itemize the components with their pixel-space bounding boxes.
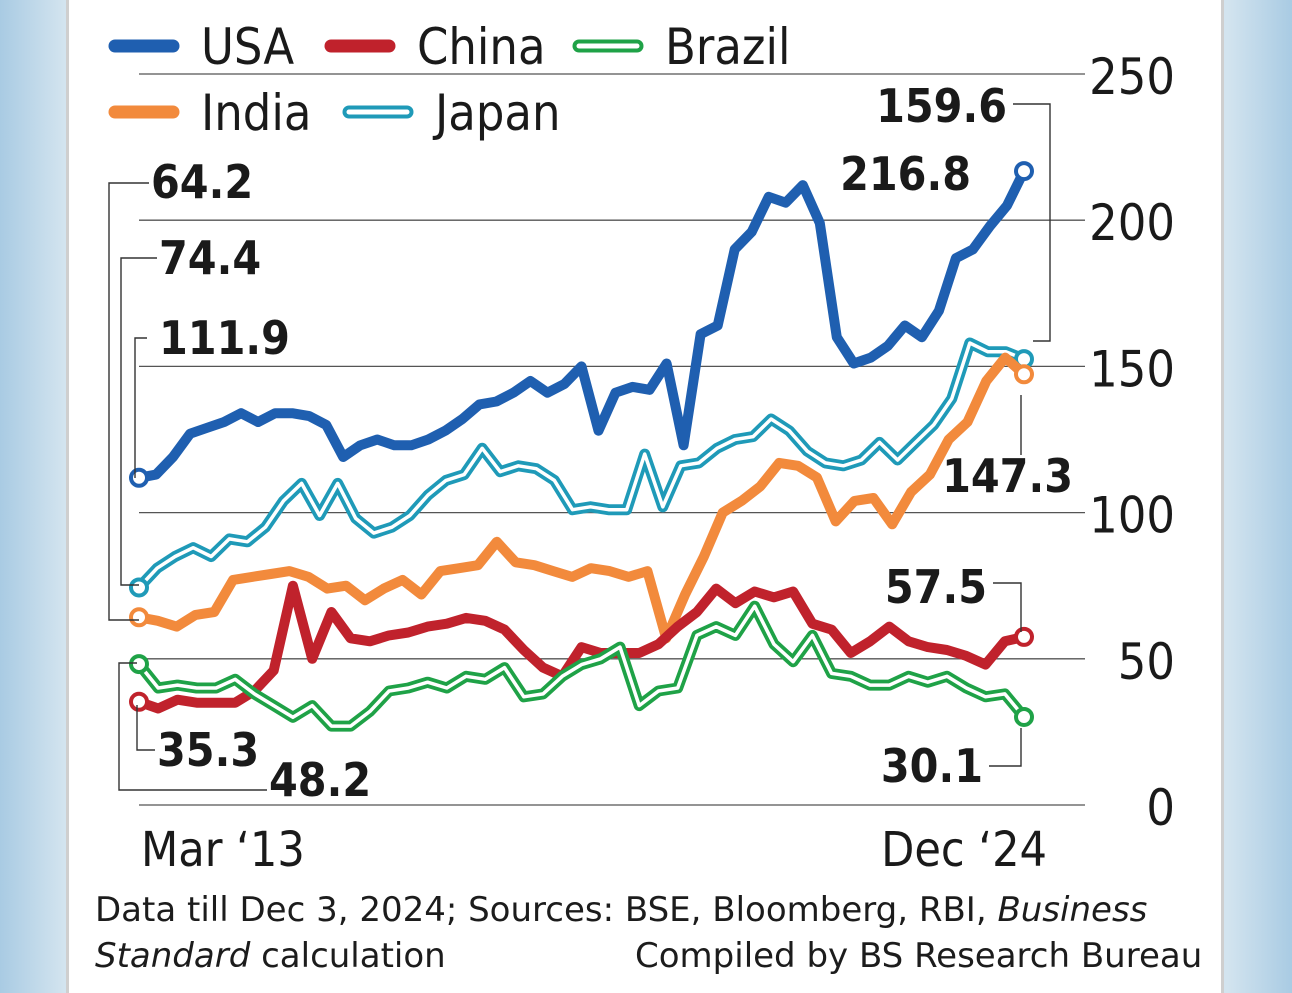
source-text: Data till Dec 3, 2024; Sources: BSE, Blo… [95,890,998,930]
connector-china-end [993,582,1022,632]
end-marker-usa [1014,161,1034,182]
end-label-brazil: 30.1 [881,739,983,793]
legend-label-india: India [201,84,311,142]
end-label-india: 147.3 [942,449,1073,503]
y-tick-label-250: 250 [1089,48,1175,106]
end-marker-brazil [1014,706,1034,727]
start-label-brazil: 48.2 [269,753,371,807]
y-tick-label-100: 100 [1089,487,1175,545]
y-tick-label-200: 200 [1089,194,1175,252]
start-label-usa: 111.9 [159,311,290,365]
series-line-inner-brazil [137,604,1026,728]
connector-brazil-end [989,728,1022,767]
start-marker-india [129,607,149,628]
start-marker-japan [129,577,149,598]
legend-label-japan: Japan [432,84,560,142]
start-label-china: 35.3 [157,723,259,777]
legend-label-usa: USA [201,18,294,76]
connector-india-start [108,182,149,621]
y-tick-label-0: 0 [1146,779,1175,837]
y-tick-label-150: 150 [1089,340,1175,398]
start-marker-usa [129,467,149,488]
line-chart: 0 50 100 150 200 250 Mar ‘13 Dec ‘24 USA China Bra… [108,18,1175,878]
series-line-inner-japan [137,341,1026,590]
series-line-usa [134,166,1029,483]
series-line-india [134,352,1029,644]
connector-china-start [136,705,155,751]
y-tick-label-50: 50 [1118,633,1175,691]
end-marker-china [1014,626,1034,647]
source-text-italic: Business [997,890,1148,930]
end-label-china: 57.5 [885,560,987,614]
start-label-india: 64.2 [151,155,253,209]
source-note: Data till Dec 3, 2024; Sources: BSE, Blo… [95,890,1147,930]
start-marker-brazil [129,654,149,675]
source-note-line2: Standard calculation [95,936,446,976]
chart-card: 0 50 100 150 200 250 Mar ‘13 Dec ‘24 USA China Bra… [66,0,1224,993]
end-label-usa: 216.8 [840,147,971,201]
start-label-japan: 74.4 [159,231,261,285]
connector-japan-end [1013,103,1051,342]
connector-japan-start [120,257,157,586]
connector-brazil-start [118,662,267,791]
end-marker-india [1014,364,1034,385]
legend-label-brazil: Brazil [665,18,791,76]
start-marker-china [129,691,149,712]
source-text-2: calculation [250,936,446,976]
connector-usa-start [134,337,147,478]
x-end-label: Dec ‘24 [881,822,1047,878]
series-line-china [134,580,1029,714]
legend-label-china: China [417,18,546,76]
end-label-japan: 159.6 [876,79,1007,133]
source-text-italic-2: Standard [95,936,251,976]
credit-note: Compiled by BS Research Bureau [635,936,1203,976]
x-start-label: Mar ‘13 [141,822,305,878]
